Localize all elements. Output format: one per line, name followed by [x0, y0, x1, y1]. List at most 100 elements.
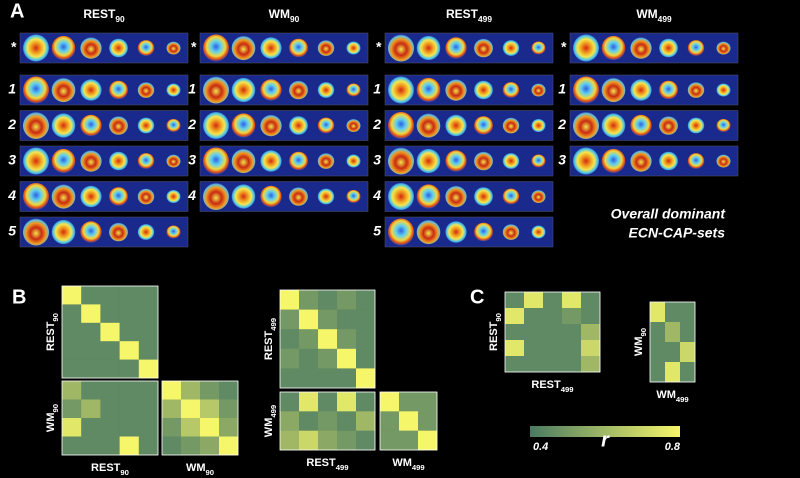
column-title-sub: 90 — [115, 14, 125, 24]
matrix-cell — [100, 322, 120, 342]
column-title-sub: 499 — [478, 14, 492, 24]
matrix-cell — [299, 411, 319, 431]
brain-slice — [166, 190, 181, 203]
matrix-cell — [399, 430, 419, 451]
brain-slice — [573, 76, 599, 104]
brain-slice — [51, 113, 76, 138]
matrix-cell — [650, 342, 666, 363]
brain-slice — [502, 40, 520, 56]
matrix-cell — [81, 304, 101, 324]
matrix-cell — [62, 341, 82, 360]
row-label: 2 — [187, 116, 196, 132]
brain-slice — [388, 147, 414, 175]
matrix-cell — [119, 304, 140, 324]
matrix-cell — [219, 436, 239, 456]
column-title-base: WM — [269, 7, 290, 21]
brain-slice — [23, 183, 49, 210]
brain-slice — [601, 77, 626, 103]
brain-slice — [416, 148, 441, 174]
matrix-cell — [299, 392, 319, 412]
brain-slice — [137, 188, 155, 205]
x-label-base: WM — [392, 457, 412, 469]
matrix-cell — [418, 392, 438, 412]
brain-slice — [23, 112, 49, 139]
matrix-cell — [337, 329, 357, 350]
brain-slice — [137, 82, 155, 98]
brain-slice — [109, 222, 128, 242]
x-label: WM499 — [656, 389, 688, 404]
brain-slice — [137, 117, 155, 134]
matrix-cell — [337, 430, 357, 451]
matrix-cell — [581, 292, 601, 309]
brain-slice — [716, 119, 731, 132]
brain-slice — [502, 188, 520, 205]
brain-slice — [80, 185, 102, 208]
brain-slice — [51, 184, 76, 209]
matrix-cell — [356, 348, 376, 369]
matrix-cell — [138, 418, 159, 437]
matrix-cell — [181, 381, 201, 400]
brain-slice — [388, 112, 414, 139]
matrix-cell — [562, 340, 582, 357]
brain-slice — [51, 77, 76, 103]
y-label-sub: 90 — [639, 328, 648, 337]
brain-slice — [137, 224, 155, 240]
brain-slice — [51, 219, 76, 245]
brain-slice — [166, 83, 181, 97]
brain-slice — [687, 153, 705, 169]
y-label-base: WM — [263, 418, 275, 438]
matrix-cell — [119, 381, 140, 400]
matrix-cell — [138, 399, 159, 419]
y-label-sub: 499 — [269, 405, 278, 418]
matrix-cell — [119, 322, 140, 342]
column-title-base: REST — [446, 7, 479, 21]
matrix-cell — [543, 340, 563, 357]
matrix-cell — [119, 286, 140, 305]
brain-slice — [601, 35, 626, 61]
x-label-base: REST — [531, 379, 561, 391]
brain-slice — [716, 41, 731, 55]
matrix-cell — [138, 381, 159, 400]
matrix-cell — [280, 329, 300, 350]
brain-slice — [687, 82, 705, 98]
brain-slice — [659, 38, 678, 58]
brain-strip — [199, 181, 369, 212]
matrix-cell — [337, 348, 357, 369]
row-label: 1 — [188, 81, 196, 97]
matrix-cell — [318, 430, 338, 451]
colorbar-max: 0.8 — [665, 441, 681, 453]
brain-slice — [317, 117, 335, 134]
matrix-cell — [219, 399, 239, 419]
matrix-cell — [680, 362, 696, 383]
brain-slice — [502, 82, 520, 98]
row-label: 2 — [372, 116, 381, 132]
column-title: REST499 — [446, 7, 492, 24]
brain-slice — [51, 35, 76, 61]
matrix-cell — [138, 341, 159, 360]
matrix-frame — [61, 380, 159, 456]
matrix-cell — [418, 430, 438, 451]
x-label-sub: 499 — [676, 395, 689, 404]
matrix-cell — [100, 286, 120, 305]
brain-slice — [203, 147, 229, 175]
matrix-cell — [162, 399, 182, 419]
matrix-cell — [665, 322, 681, 343]
matrix-cell — [100, 341, 120, 360]
brain-slice — [317, 82, 335, 98]
matrix-cell — [100, 436, 120, 456]
row-label: 4 — [187, 187, 196, 203]
matrix-cell — [581, 308, 601, 325]
brain-slice — [137, 153, 155, 169]
matrix-cell — [280, 411, 300, 431]
matrix-cell — [81, 359, 101, 379]
y-label-sub: 499 — [269, 318, 278, 331]
matrix-cell — [162, 381, 182, 400]
brain-slice — [573, 112, 599, 139]
column-title-base: REST — [83, 7, 116, 21]
brain-slice — [659, 80, 678, 100]
brain-slice — [289, 187, 308, 206]
matrix-cell — [665, 342, 681, 363]
matrix-cell — [62, 359, 82, 379]
matrix-cell — [562, 356, 582, 373]
matrix-cell — [581, 340, 601, 357]
